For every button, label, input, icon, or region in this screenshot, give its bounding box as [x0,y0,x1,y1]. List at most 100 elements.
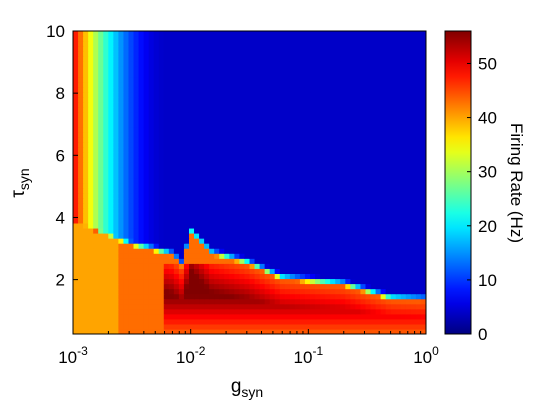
heatmap-cell [299,61,306,67]
heatmap-cell [148,126,155,133]
heatmap-cell [259,288,266,295]
heatmap-cell [254,41,261,47]
heatmap-cell [143,162,150,168]
heatmap-cell [229,258,235,264]
heatmap-cell [108,273,114,280]
heatmap-cell [254,283,261,290]
heatmap-cell [168,51,175,57]
heatmap-cell [365,273,372,280]
heatmap-cell [133,268,140,274]
heatmap-cell [264,207,271,214]
heatmap-cell [88,273,94,280]
heatmap-cell [178,137,185,143]
heatmap-cell [108,313,114,320]
heatmap-cell [158,308,165,315]
heatmap-cell [395,248,402,254]
heatmap-cell [385,303,392,310]
heatmap-cell [355,106,362,113]
heatmap-cell [269,106,276,113]
heatmap-cell [178,238,185,244]
heatmap-cell [173,91,180,98]
heatmap-cell [143,142,150,148]
heatmap-cell [335,132,341,138]
heatmap-cell [299,91,306,98]
heatmap-cell [148,137,155,143]
heatmap-cell [254,187,261,194]
heatmap-cell [249,308,256,315]
heatmap-cell [375,238,382,244]
heatmap-cell [188,303,195,310]
heatmap-cell [118,207,125,214]
heatmap-cell [194,142,200,148]
heatmap-cell [133,227,140,234]
heatmap-cell [269,288,276,295]
heatmap-cell [390,31,397,37]
heatmap-cell [158,202,165,209]
heatmap-cell [188,121,195,128]
heatmap-cell [400,96,407,103]
heatmap-cell [143,313,150,320]
heatmap-cell [244,217,251,224]
heatmap-cell [375,233,382,239]
heatmap-cell [178,182,185,189]
heatmap-cell [284,248,291,254]
heatmap-cell [405,313,412,320]
heatmap-cell [274,96,281,103]
heatmap-cell [173,217,180,224]
heatmap-cell [93,46,99,52]
heatmap-cell [98,91,104,98]
heatmap-cell [320,41,326,47]
heatmap-cell [335,172,341,179]
heatmap-cell [128,323,135,330]
heatmap-cell [269,66,276,72]
heatmap-cell [209,31,215,37]
heatmap-cell [98,142,104,148]
heatmap-cell [93,142,99,148]
heatmap-cell [400,147,407,153]
heatmap-cell [214,101,220,108]
heatmap-cell [335,328,341,334]
heatmap-cell [143,132,150,138]
heatmap-cell [123,61,130,67]
heatmap-cell [395,293,402,300]
heatmap-cell [219,217,225,224]
heatmap-cell [194,328,200,334]
heatmap-cell [249,51,256,57]
heatmap-cell [158,268,165,274]
heatmap-cell [400,217,407,224]
heatmap-cell [249,207,256,214]
heatmap-cell [234,81,241,88]
heatmap-cell [284,91,291,98]
heatmap-cell [264,238,271,244]
heatmap-cell [93,248,99,254]
heatmap-cell [118,31,125,37]
heatmap-cell [415,303,422,310]
heatmap-cell [370,31,377,37]
heatmap-cell [415,36,422,42]
heatmap-cell [315,283,321,290]
heatmap-cell [284,132,291,138]
heatmap-cell [420,273,426,280]
heatmap-cell [88,46,94,52]
heatmap-cell [78,248,84,254]
heatmap-cell [123,288,130,295]
heatmap-cell [345,76,351,83]
heatmap-cell [148,66,155,72]
heatmap-cell [315,51,321,57]
heatmap-cell [178,273,185,280]
heatmap-cell [345,51,351,57]
heatmap-cell [335,303,341,310]
heatmap-cell [153,76,160,83]
heatmap-cell [390,207,397,214]
heatmap-cell [239,91,246,98]
heatmap-cell [158,121,165,128]
heatmap-cell [183,298,190,305]
heatmap-cell [88,202,94,209]
heatmap-cell [219,303,225,310]
heatmap-cell [148,207,155,214]
heatmap-cell [390,258,397,264]
heatmap-cell [128,187,135,194]
heatmap-cell [350,227,356,234]
heatmap-cell [178,243,185,249]
